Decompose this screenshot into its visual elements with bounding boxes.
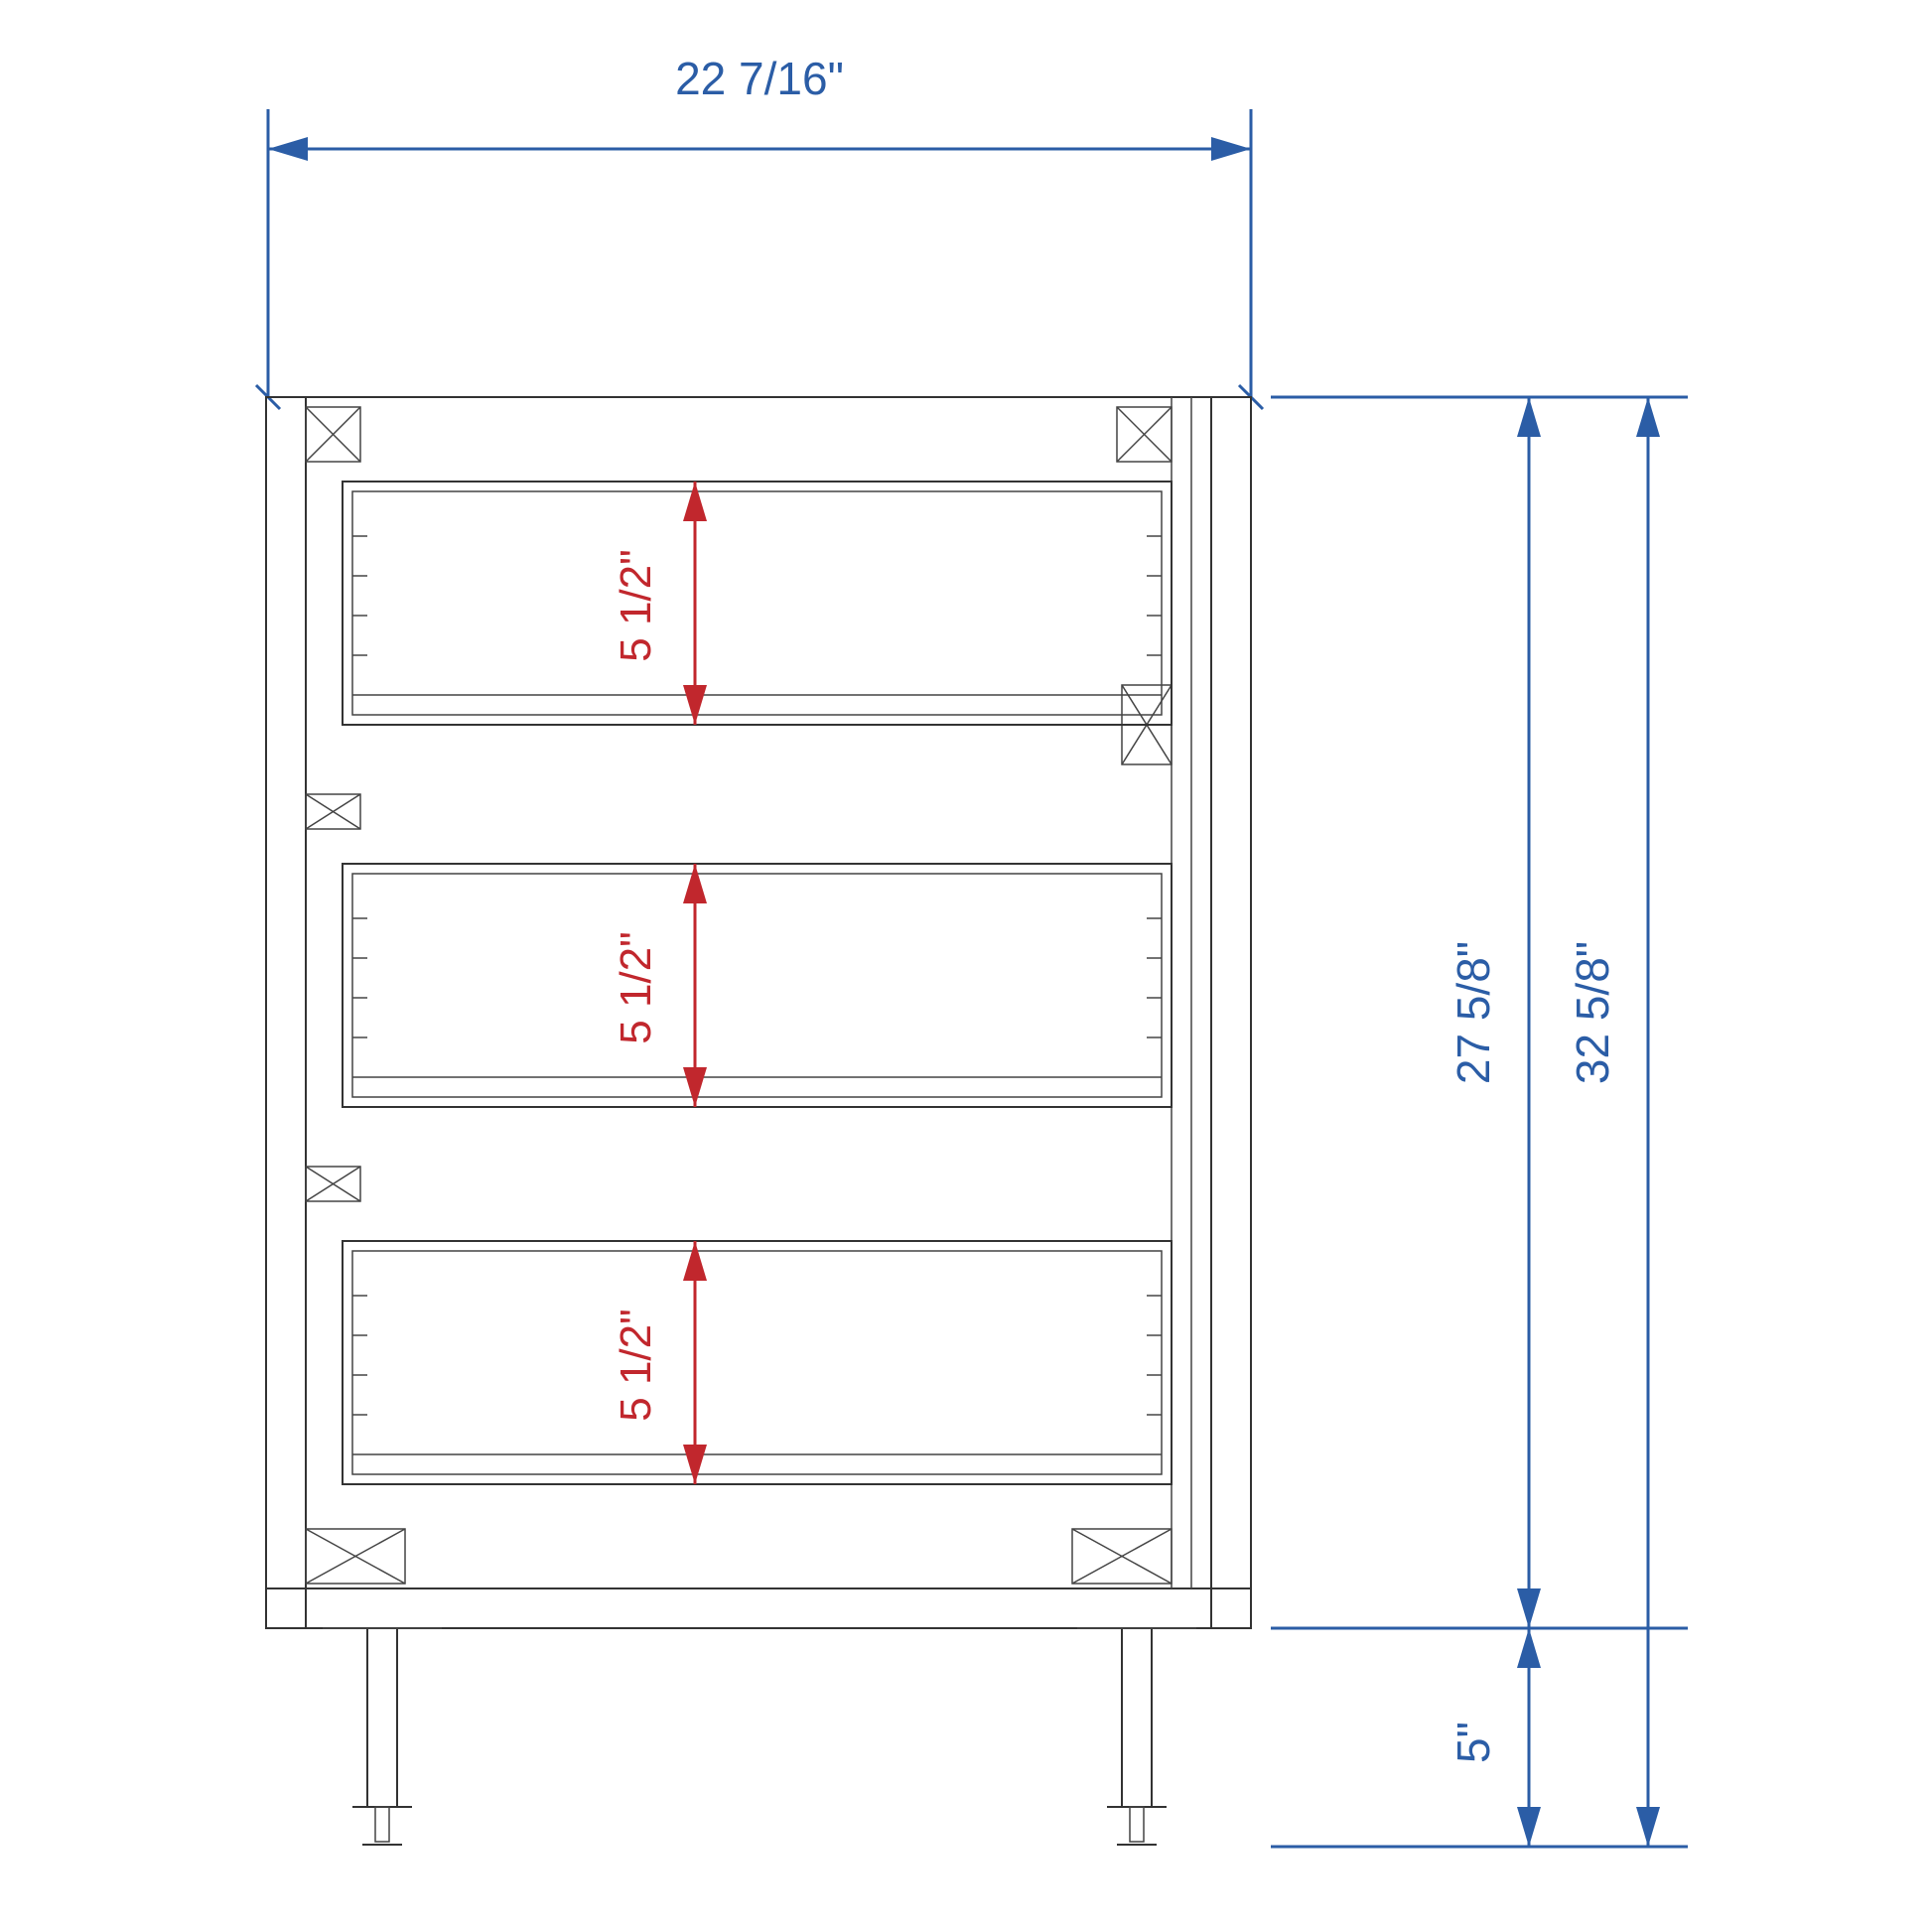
- dimension-leg-height-label: 5": [1448, 1722, 1499, 1763]
- drawer-3: [343, 1241, 1172, 1484]
- dimension-cabinet-height-label: 27 5/8": [1448, 941, 1499, 1084]
- drawer-1: [343, 482, 1172, 725]
- dimension-width-top-label: 22 7/16": [675, 53, 844, 104]
- cabinet-technical-drawing: 22 7/16": [0, 0, 1932, 1932]
- drawer-2-height-label: 5 1/2": [612, 931, 660, 1043]
- dimension-total-height-label: 32 5/8": [1567, 941, 1618, 1084]
- dimension-width-top: [256, 109, 1263, 409]
- cabinet-legs: [323, 1628, 1196, 1845]
- dimension-leg-height: [1517, 1628, 1541, 1847]
- drawer-1-height-label: 5 1/2": [612, 549, 660, 661]
- drawer-3-height-label: 5 1/2": [612, 1309, 660, 1421]
- drawer-2: [343, 864, 1172, 1107]
- cabinet-body: [266, 397, 1251, 1628]
